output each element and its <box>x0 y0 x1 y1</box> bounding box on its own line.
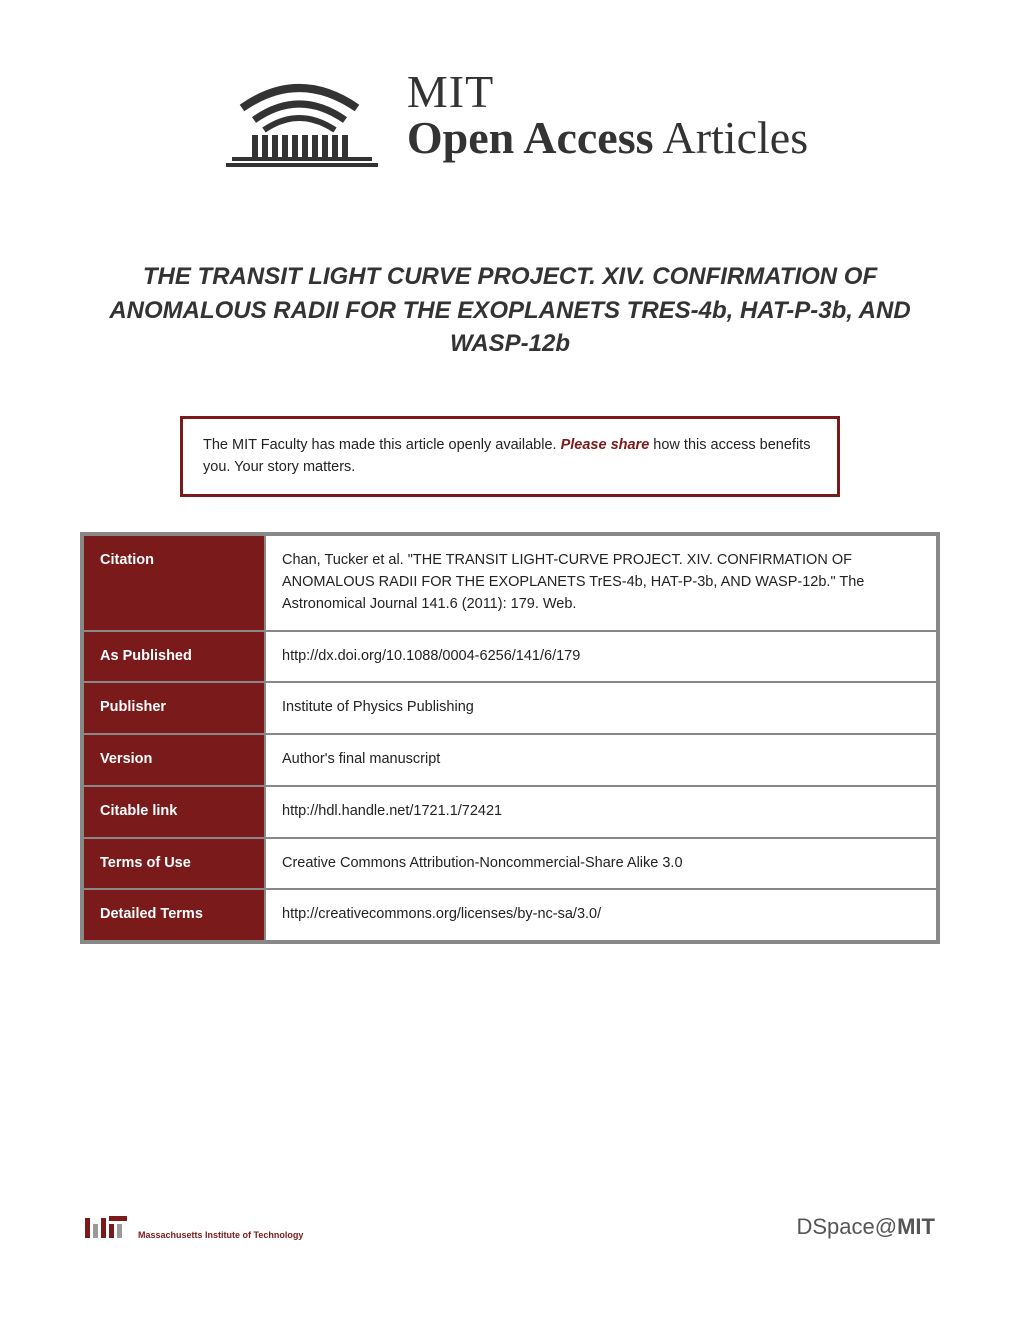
open-access-label: Open Access Articles <box>407 115 808 161</box>
dspace-prefix: DSpace <box>796 1214 874 1239</box>
value-terms: Creative Commons Attribution-Noncommerci… <box>265 838 937 890</box>
footer: Massachusetts Institute of Technology DS… <box>0 1214 1020 1240</box>
table-row: Publisher Institute of Physics Publishin… <box>83 682 937 734</box>
table-row: Detailed Terms http://creativecommons.or… <box>83 889 937 941</box>
dspace-at: @ <box>875 1214 897 1239</box>
header-title-group: MIT Open Access Articles <box>407 69 808 161</box>
mit-small-logo-icon <box>85 1216 130 1240</box>
label-as-published: As Published <box>83 631 265 683</box>
metadata-table: Citation Chan, Tucker et al. "THE TRANSI… <box>80 532 940 944</box>
open-access-notice: The MIT Faculty has made this article op… <box>180 416 840 498</box>
header: MIT Open Access Articles <box>0 0 1020 170</box>
paper-title-block: THE TRANSIT LIGHT CURVE PROJECT. XIV. CO… <box>0 260 1020 361</box>
value-detailed-terms[interactable]: http://creativecommons.org/licenses/by-n… <box>265 889 937 941</box>
label-publisher: Publisher <box>83 682 265 734</box>
dspace-suffix: MIT <box>897 1214 935 1239</box>
value-publisher: Institute of Physics Publishing <box>265 682 937 734</box>
table-row: Version Author's final manuscript <box>83 734 937 786</box>
table-row: Citation Chan, Tucker et al. "THE TRANSI… <box>83 535 937 630</box>
mit-label: MIT <box>407 69 808 115</box>
table-row: As Published http://dx.doi.org/10.1088/0… <box>83 631 937 683</box>
please-share-link[interactable]: Please share <box>561 437 650 453</box>
label-citable-link: Citable link <box>83 786 265 838</box>
footer-institution: Massachusetts Institute of Technology <box>138 1230 303 1240</box>
footer-left: Massachusetts Institute of Technology <box>85 1216 303 1240</box>
label-citation: Citation <box>83 535 265 630</box>
articles-label: Articles <box>654 112 809 163</box>
dspace-label: DSpace@MIT <box>796 1214 935 1240</box>
value-as-published[interactable]: http://dx.doi.org/10.1088/0004-6256/141/… <box>265 631 937 683</box>
notice-prefix: The MIT Faculty has made this article op… <box>203 437 561 453</box>
label-terms: Terms of Use <box>83 838 265 890</box>
open-access-bold: Open Access <box>407 112 654 163</box>
paper-title: THE TRANSIT LIGHT CURVE PROJECT. XIV. CO… <box>90 260 930 361</box>
table-row: Citable link http://hdl.handle.net/1721.… <box>83 786 937 838</box>
mit-dome-icon <box>212 60 387 170</box>
table-row: Terms of Use Creative Commons Attributio… <box>83 838 937 890</box>
label-detailed-terms: Detailed Terms <box>83 889 265 941</box>
value-citable-link[interactable]: http://hdl.handle.net/1721.1/72421 <box>265 786 937 838</box>
label-version: Version <box>83 734 265 786</box>
value-citation: Chan, Tucker et al. "THE TRANSIT LIGHT-C… <box>265 535 937 630</box>
value-version: Author's final manuscript <box>265 734 937 786</box>
